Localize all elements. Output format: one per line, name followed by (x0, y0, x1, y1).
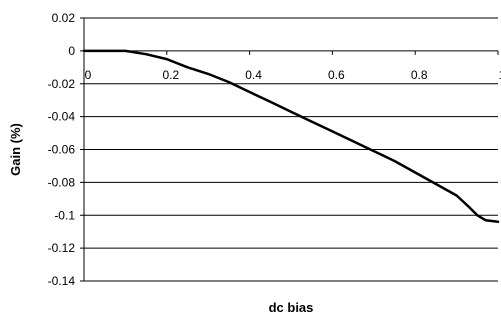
y-tick-label: -0.04 (48, 110, 76, 124)
x-tick-label: 0 (85, 68, 92, 82)
x-axis-title: dc bias (269, 300, 314, 315)
y-tick-label: 0.02 (52, 11, 76, 25)
y-tick-label: -0.08 (48, 175, 76, 189)
y-tick-label: 0 (68, 44, 75, 58)
series (82, 49, 500, 224)
grid (84, 17, 498, 282)
x-tick-label: 0.8 (411, 68, 428, 82)
y-tick-labels: 0.02 0 -0.02 -0.04 -0.06 -0.08 -0.1 -0.12 -0.14 (48, 11, 76, 288)
x-tick-label: 1 (499, 68, 501, 82)
y-axis-title: Gain (%) (8, 123, 23, 176)
y-tick-label: -0.12 (48, 241, 76, 255)
y-tick-label: -0.02 (48, 77, 76, 91)
y-tick-label: -0.06 (48, 143, 76, 157)
axes (80, 17, 499, 282)
y-tick-label: -0.1 (54, 208, 75, 222)
series-line (82, 49, 500, 224)
y-tick-label: -0.14 (48, 274, 76, 288)
x-tick-label: 0.4 (245, 68, 262, 82)
x-tick-label: 0.2 (162, 68, 179, 82)
x-tick-labels: 0 0.2 0.4 0.6 0.8 1 (85, 68, 501, 82)
x-tick-label: 0.6 (328, 68, 345, 82)
